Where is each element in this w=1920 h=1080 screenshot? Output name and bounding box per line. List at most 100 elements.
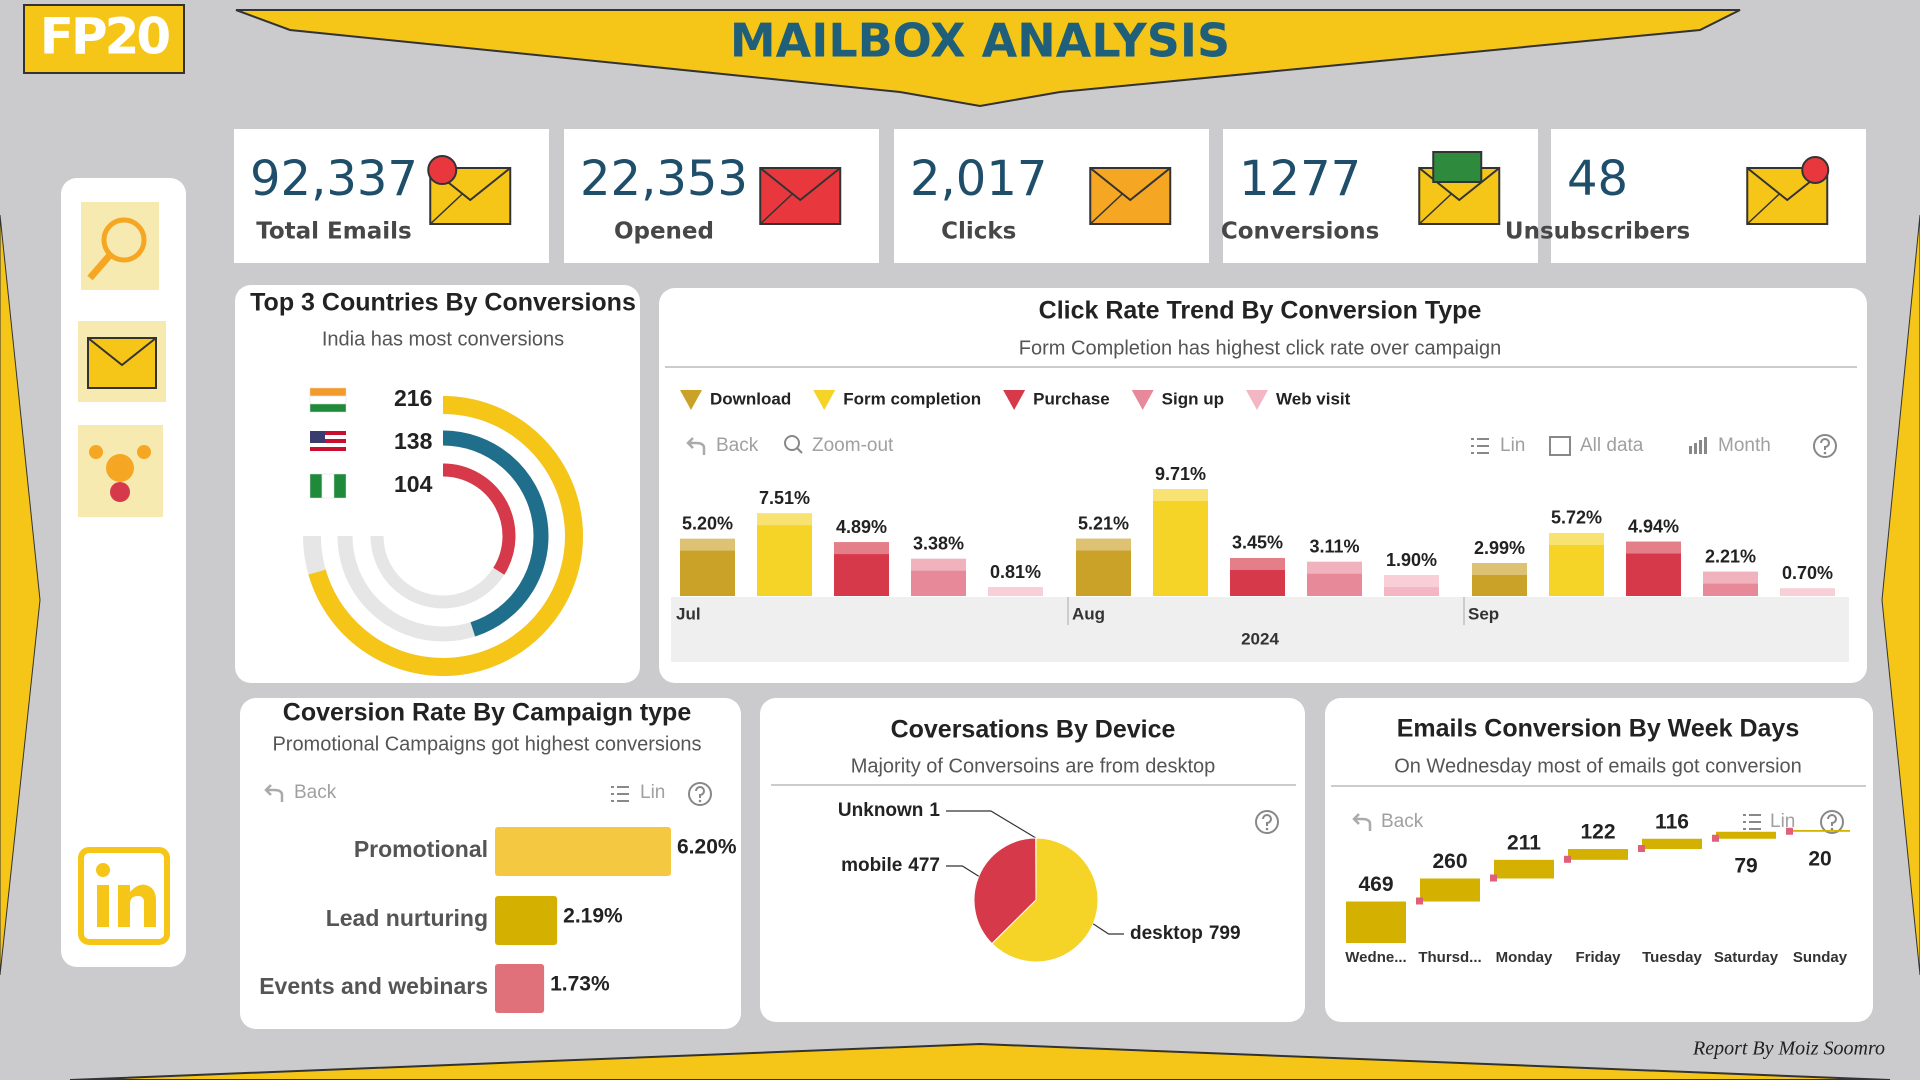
bar[interactable] — [1494, 859, 1554, 879]
bar[interactable] — [988, 587, 1043, 596]
nav-icon-shape — [87, 252, 113, 281]
linkedin-icon-shape — [118, 884, 156, 927]
help-icon[interactable] — [688, 782, 712, 806]
chart-title: Coversion Rate By Campaign type — [283, 699, 692, 727]
toolbar-item[interactable]: All data — [1580, 435, 1644, 456]
data-label-value: 477 — [908, 855, 940, 876]
help-icon[interactable] — [1255, 810, 1279, 834]
legend-marker[interactable] — [1003, 390, 1026, 410]
help-icon[interactable] — [1820, 810, 1844, 834]
legend-label[interactable]: Purchase — [1033, 389, 1110, 408]
legend-label[interactable]: Form completion — [843, 389, 981, 408]
bar[interactable] — [680, 538, 735, 596]
flag — [310, 435, 346, 439]
bar[interactable] — [1716, 831, 1776, 839]
help-icon[interactable] — [1813, 434, 1837, 458]
flag — [309, 473, 323, 499]
toolbar-item[interactable]: Lin — [1770, 811, 1795, 832]
toolbar-item[interactable]: Back — [1381, 811, 1424, 832]
kpi-value: 2,017 — [910, 151, 1047, 207]
header-banner — [235, 9, 1741, 108]
legend-marker[interactable] — [1246, 390, 1268, 410]
value-label: 79 — [1734, 854, 1757, 877]
flag — [309, 395, 347, 405]
bar[interactable] — [911, 558, 966, 596]
bar[interactable] — [495, 827, 671, 876]
kpi-label: Conversions — [1221, 219, 1379, 245]
x-tick-label: Sunday — [1793, 949, 1848, 966]
bar[interactable] — [1384, 575, 1439, 596]
bar[interactable] — [1703, 571, 1758, 596]
toolbar-item[interactable]: Lin — [1500, 435, 1525, 456]
chart-subtitle: India has most conversions — [322, 328, 564, 350]
bar[interactable] — [1568, 849, 1628, 860]
toolbar-item[interactable]: Zoom-out — [812, 435, 894, 456]
bar[interactable] — [1626, 541, 1681, 596]
help-icon-shape — [1820, 438, 1830, 450]
value-label: 138 — [394, 428, 433, 454]
x-axis-title: 2024 — [1241, 629, 1279, 648]
nav-icon-shape — [137, 445, 151, 459]
value-label: 211 — [1507, 831, 1541, 854]
bar-highlight — [1076, 538, 1131, 551]
footer-banner — [69, 1042, 1891, 1080]
connector — [1638, 845, 1645, 853]
value-label: 2.21% — [1705, 546, 1756, 566]
bar-highlight — [988, 587, 1043, 596]
legend-label[interactable]: Sign up — [1162, 389, 1224, 408]
bar[interactable] — [757, 513, 812, 596]
kpi-icon — [1418, 193, 1452, 225]
connector — [1712, 834, 1719, 842]
bar[interactable] — [1420, 878, 1480, 902]
bar[interactable] — [1230, 557, 1285, 596]
toolbar-item[interactable]: Back — [294, 782, 337, 803]
bar[interactable] — [495, 964, 545, 1013]
help-icon-shape — [1262, 814, 1272, 826]
kpi-icon — [429, 193, 463, 225]
bar[interactable] — [1549, 532, 1604, 596]
legend-marker[interactable] — [813, 390, 836, 410]
bar[interactable] — [1076, 538, 1131, 596]
logo-box — [23, 4, 185, 74]
x-tick-label: Wedne... — [1345, 949, 1406, 966]
bar[interactable] — [1472, 563, 1527, 596]
bar[interactable] — [495, 896, 558, 945]
kpi-icon — [759, 167, 841, 202]
bar[interactable] — [1307, 561, 1362, 596]
value-label: 5.20% — [682, 513, 733, 533]
toolbar-item[interactable]: Back — [716, 435, 759, 456]
bar[interactable] — [1153, 489, 1208, 596]
kpi-icon — [1746, 193, 1780, 225]
legend-label[interactable]: Download — [710, 389, 791, 408]
toolbar-item[interactable]: Month — [1718, 435, 1771, 456]
value-label: 216 — [394, 385, 432, 411]
bar[interactable] — [1642, 838, 1702, 850]
kpi-icon — [1801, 156, 1830, 184]
bar[interactable] — [1780, 588, 1835, 596]
back-icon — [264, 784, 284, 802]
kpi-label: Opened — [614, 219, 714, 245]
chart-subtitle: Majority of Conversoins are from desktop — [851, 755, 1216, 777]
bar[interactable] — [834, 542, 889, 596]
value-label: 0.81% — [990, 562, 1041, 582]
help-icon-shape — [695, 786, 705, 798]
kpi-icon — [1089, 193, 1123, 225]
x-tick-label: Jul — [676, 604, 701, 623]
pie-slice[interactable] — [973, 837, 1037, 945]
bar-highlight — [1549, 532, 1604, 545]
data-label: mobile 477 — [841, 855, 940, 876]
bar[interactable] — [1346, 901, 1406, 943]
bar-highlight — [1472, 563, 1527, 576]
linkedin-icon[interactable] — [78, 847, 170, 945]
legend-marker[interactable] — [680, 390, 702, 410]
legend-marker[interactable] — [1131, 390, 1154, 410]
toolbar-item[interactable]: Lin — [640, 782, 665, 803]
kpi-icon — [1089, 167, 1171, 202]
bar[interactable] — [1790, 830, 1850, 832]
x-tick-label: Aug — [1072, 604, 1105, 623]
kpi-icon — [759, 167, 842, 225]
bars-icon — [1704, 437, 1707, 454]
legend-label[interactable]: Web visit — [1276, 389, 1351, 408]
connector — [1786, 827, 1793, 835]
